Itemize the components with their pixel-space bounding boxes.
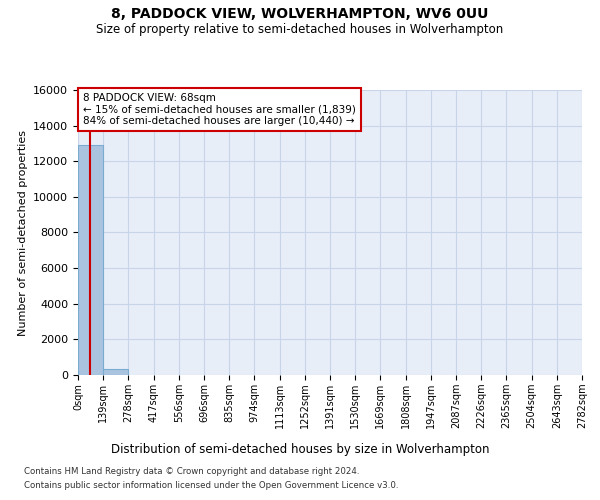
Text: 8 PADDOCK VIEW: 68sqm
← 15% of semi-detached houses are smaller (1,839)
84% of s: 8 PADDOCK VIEW: 68sqm ← 15% of semi-deta… (83, 93, 356, 126)
Bar (78, 145, 103, 375)
Text: Distribution of semi-detached houses by size in Wolverhampton: Distribution of semi-detached houses by … (111, 442, 489, 456)
Text: Contains HM Land Registry data © Crown copyright and database right 2024.: Contains HM Land Registry data © Crown c… (24, 468, 359, 476)
Text: Contains public sector information licensed under the Open Government Licence v3: Contains public sector information licen… (24, 481, 398, 490)
Bar (103, 369, 128, 375)
Y-axis label: Number of semi-detached properties: Number of semi-detached properties (17, 130, 28, 336)
Text: 8, PADDOCK VIEW, WOLVERHAMPTON, WV6 0UU: 8, PADDOCK VIEW, WOLVERHAMPTON, WV6 0UU (112, 8, 488, 22)
Text: Size of property relative to semi-detached houses in Wolverhampton: Size of property relative to semi-detach… (97, 22, 503, 36)
